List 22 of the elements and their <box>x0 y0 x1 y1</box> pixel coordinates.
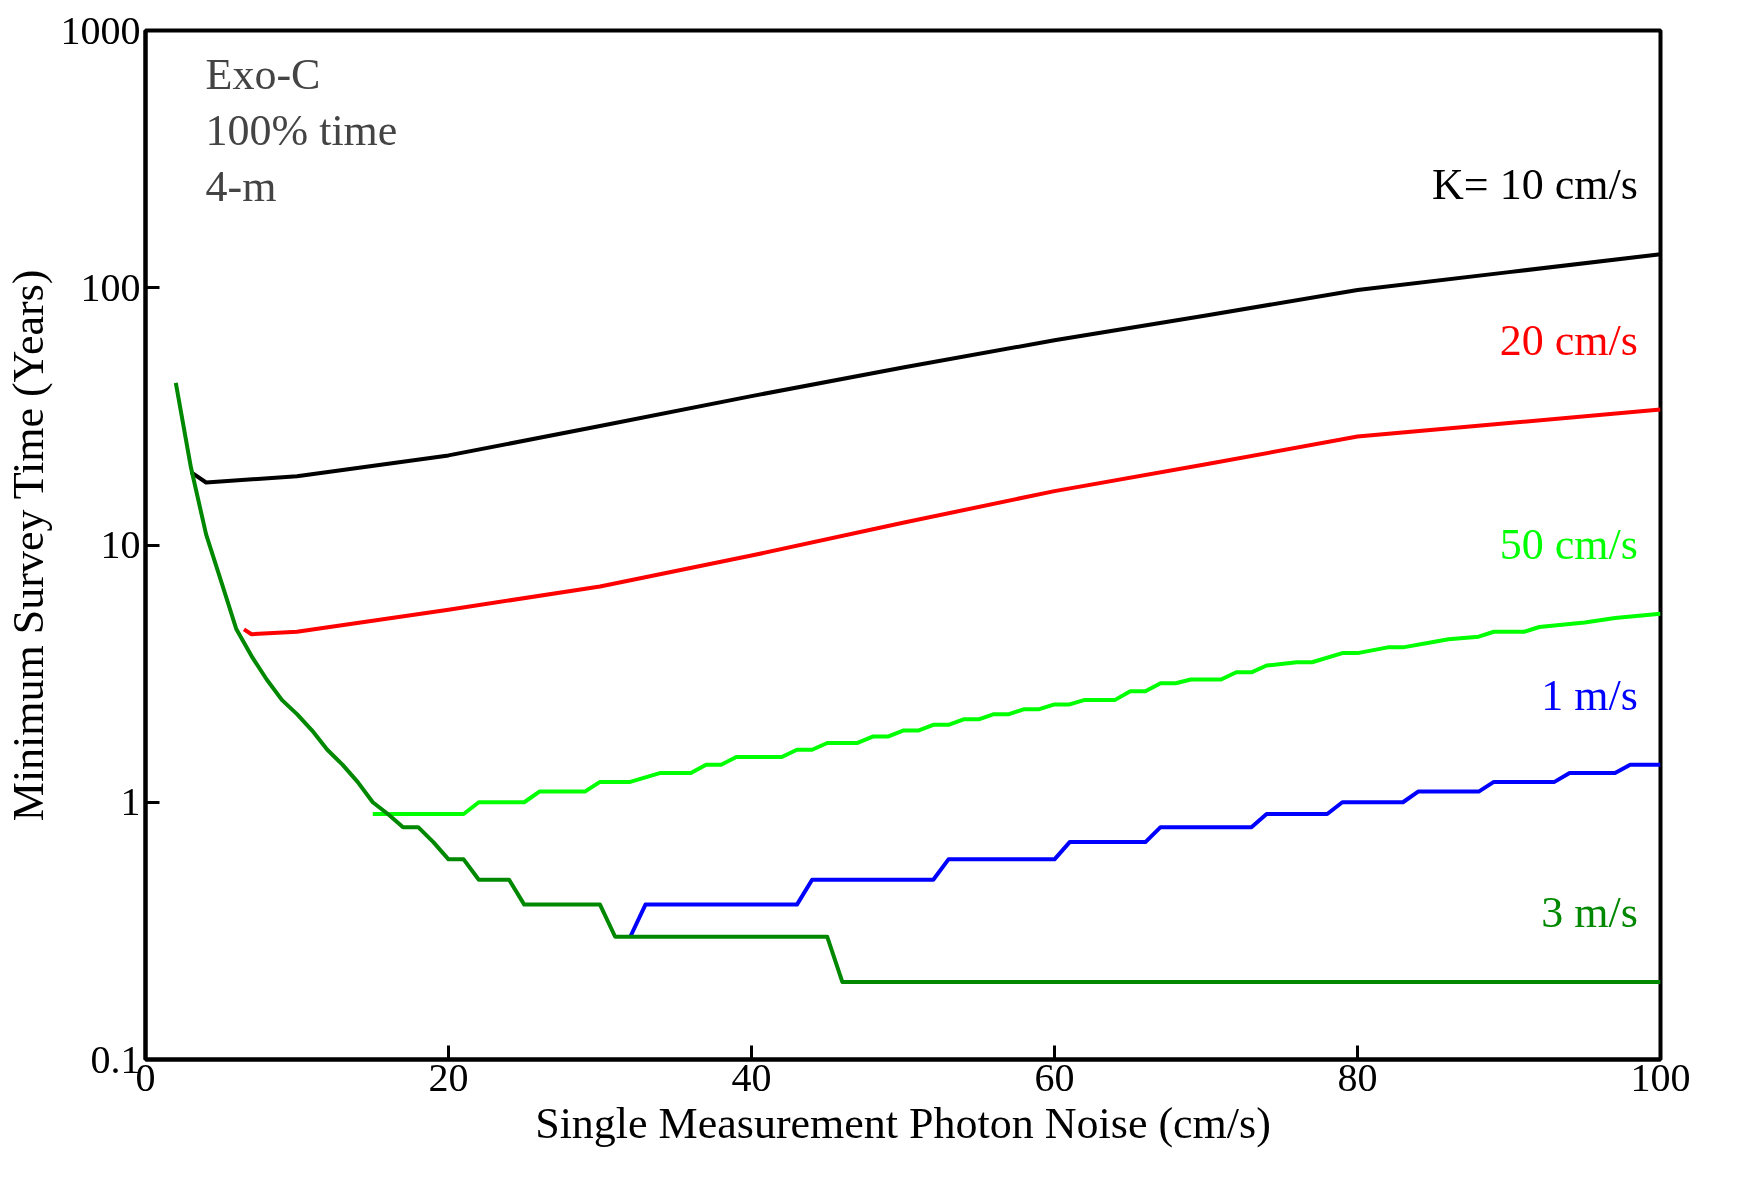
x-tick-label: 20 <box>428 1054 469 1100</box>
annotation: 100% time <box>205 105 398 155</box>
x-tick-label: 80 <box>1337 1054 1378 1100</box>
annotation: 4-m <box>205 161 277 211</box>
series-label: 3 m/s <box>1541 888 1638 938</box>
x-axis-title: Single Measurement Photon Noise (cm/s) <box>535 1098 1271 1148</box>
y-tick-label: 10 <box>100 522 141 567</box>
y-tick-label: 1000 <box>60 7 141 53</box>
x-tick-label: 40 <box>731 1054 772 1100</box>
x-tick-label: 60 <box>1034 1054 1075 1100</box>
y-tick-label: 1 <box>120 779 141 825</box>
line-series <box>173 380 1661 985</box>
series-label: 20 cm/s <box>1499 315 1638 365</box>
line-series <box>241 407 1661 637</box>
series-label: K= 10 cm/s <box>1432 160 1638 210</box>
x-tick-label: 100 <box>1630 1054 1691 1100</box>
y-tick-label: 100 <box>80 264 141 310</box>
series-label: 50 cm/s <box>1499 519 1638 569</box>
line-series <box>370 611 1661 817</box>
annotation: Exo-C <box>205 49 321 99</box>
series-label: 1 m/s <box>1541 670 1638 720</box>
y-axis-title: Minimum Survey Time (Years) <box>3 269 53 822</box>
